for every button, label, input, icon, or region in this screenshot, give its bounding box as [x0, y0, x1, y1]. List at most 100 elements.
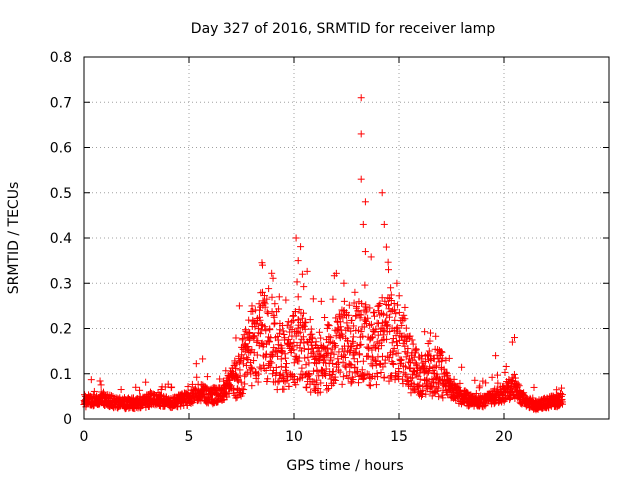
data-point	[553, 386, 561, 394]
data-point	[416, 381, 424, 389]
data-point	[312, 338, 320, 346]
data-point	[281, 334, 289, 342]
data-point	[315, 347, 323, 355]
data-point	[380, 327, 388, 335]
data-point	[393, 279, 401, 287]
data-point	[371, 312, 379, 320]
data-point	[192, 360, 200, 368]
data-point	[300, 309, 308, 317]
data-point	[280, 330, 288, 338]
data-point	[305, 371, 313, 379]
data-point	[232, 334, 240, 342]
data-point	[306, 316, 314, 324]
data-point	[442, 368, 450, 376]
y-tick-label: 0.8	[50, 50, 72, 66]
data-point	[335, 359, 343, 367]
data-point	[392, 310, 400, 318]
data-point	[425, 347, 433, 355]
data-point	[189, 399, 197, 407]
data-point	[236, 366, 244, 374]
data-point	[265, 338, 273, 346]
data-point	[558, 391, 566, 399]
data-point	[389, 306, 397, 314]
data-point	[398, 375, 406, 383]
data-point	[482, 379, 490, 387]
data-point	[348, 316, 356, 324]
data-point	[356, 341, 364, 349]
data-point	[402, 363, 410, 371]
data-point	[332, 314, 340, 322]
data-point	[334, 355, 342, 363]
data-point	[427, 329, 434, 337]
data-point	[282, 354, 290, 362]
data-point	[310, 348, 318, 356]
data-point	[347, 379, 355, 387]
x-tick-label: 10	[285, 429, 303, 445]
data-point	[343, 319, 351, 327]
data-point	[559, 400, 567, 408]
data-point	[321, 356, 329, 364]
data-point	[373, 338, 381, 346]
data-point	[288, 318, 296, 326]
y-tick-label: 0.7	[50, 95, 72, 111]
data-point	[401, 303, 409, 311]
data-point	[327, 356, 335, 364]
data-point	[391, 306, 399, 314]
data-point	[382, 317, 390, 325]
data-point	[253, 320, 261, 328]
data-point	[283, 360, 291, 368]
data-point	[433, 370, 441, 378]
data-point	[350, 349, 358, 357]
data-point	[303, 267, 311, 275]
data-point	[289, 317, 297, 325]
data-point	[401, 315, 409, 323]
data-point	[248, 302, 256, 310]
data-point	[242, 362, 250, 370]
data-point	[387, 284, 395, 292]
data-point	[476, 382, 484, 390]
data-point	[366, 304, 374, 312]
data-point	[313, 376, 321, 384]
data-point	[299, 333, 307, 341]
data-point	[302, 361, 310, 369]
data-point	[90, 387, 98, 395]
data-point	[354, 358, 362, 366]
data-point	[354, 307, 362, 315]
data-point	[290, 338, 298, 346]
data-point	[314, 385, 322, 393]
x-tick-label: 20	[495, 429, 513, 445]
data-point	[371, 356, 379, 364]
data-point	[423, 351, 431, 359]
data-point	[279, 327, 287, 335]
data-point	[362, 301, 370, 309]
data-point	[250, 357, 258, 365]
data-point	[177, 402, 185, 410]
data-point	[259, 261, 266, 269]
data-point	[351, 288, 359, 296]
data-point	[259, 288, 266, 296]
data-point	[398, 321, 406, 329]
data-point	[282, 366, 290, 374]
data-point	[216, 375, 224, 383]
data-point	[356, 351, 364, 359]
data-point	[375, 301, 383, 309]
data-point	[304, 353, 312, 361]
data-point	[341, 354, 349, 362]
data-point	[359, 332, 367, 340]
data-point	[421, 328, 429, 336]
data-point	[255, 300, 263, 308]
data-point	[256, 330, 264, 338]
data-point	[327, 349, 335, 357]
data-point	[299, 314, 307, 322]
data-point	[430, 379, 438, 387]
data-point	[234, 377, 242, 385]
data-point	[362, 320, 370, 328]
data-point	[231, 359, 239, 367]
data-point	[254, 378, 262, 386]
data-point	[406, 355, 414, 363]
data-point	[369, 362, 377, 370]
data-point	[368, 346, 376, 354]
data-point	[373, 369, 381, 377]
data-point	[395, 308, 403, 316]
data-point	[312, 381, 320, 389]
